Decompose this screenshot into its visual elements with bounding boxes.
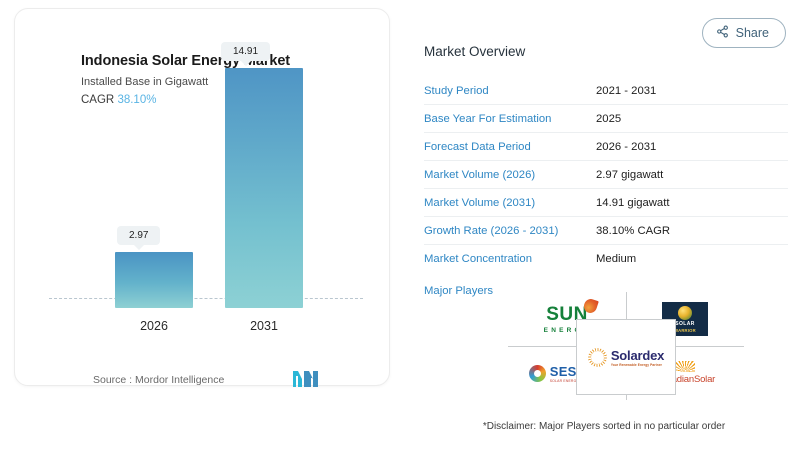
- row-key: Study Period: [424, 85, 489, 97]
- chart-subtitle: Installed Base in Gigawatt: [81, 76, 209, 88]
- share-button[interactable]: Share: [701, 18, 786, 48]
- solardex-word: Solardex: [610, 347, 665, 363]
- row-value: 2026 - 2031: [596, 141, 657, 153]
- table-row: Base Year For Estimation 2025: [424, 104, 788, 133]
- chart-cagr: CAGR 38.10%: [81, 94, 156, 106]
- swirl-icon: [528, 364, 546, 382]
- row-value: Medium: [596, 253, 637, 265]
- bar-2031[interactable]: [225, 68, 303, 308]
- major-players-logo-grid: SUN ENERGY SOLAR WARRIOR SESM SOLAR ENER…: [508, 292, 744, 400]
- row-value: 14.91 gigawatt: [596, 197, 670, 209]
- sun-energy-sub: ENERGY: [543, 327, 591, 334]
- player-logo-canadian-solar[interactable]: CanadianSolar: [626, 346, 744, 400]
- table-row: Market Volume (2031) 14.91 gigawatt: [424, 188, 788, 217]
- mordor-intelligence-logo-icon: [293, 371, 319, 387]
- table-row: Growth Rate (2026 - 2031) 38.10% CAGR: [424, 216, 788, 245]
- table-row: Market Concentration Medium: [424, 244, 788, 273]
- canadian-solar-word: CanadianSolar: [654, 374, 716, 385]
- row-key: Market Volume (2026): [424, 169, 536, 181]
- overview-title: Market Overview: [424, 44, 526, 59]
- solar-warrior-line1: SOLAR: [675, 320, 695, 327]
- sunburst-icon: [675, 361, 695, 372]
- bar-2026[interactable]: [115, 252, 193, 308]
- row-value: 2025: [596, 113, 622, 125]
- bar-chart-plot: 2.97 14.91 2026 2031: [35, 42, 371, 355]
- x-tick-2031: 2031: [250, 319, 278, 333]
- baseline-dashed-line: [49, 298, 363, 299]
- solardex-sub: Your Renewable Energy Partner: [610, 362, 663, 367]
- globe-icon: [678, 305, 692, 320]
- table-row: Study Period 2021 - 2031: [424, 77, 788, 105]
- x-tick-2026: 2026: [140, 319, 168, 333]
- row-key: Market Volume (2031): [424, 197, 536, 209]
- row-key: Market Concentration: [424, 253, 532, 265]
- major-players-label: Major Players: [424, 285, 494, 297]
- table-row: Market Volume (2026) 2.97 gigawatt: [424, 160, 788, 189]
- bar-value-label-2031: 14.91: [221, 42, 271, 66]
- table-row: Forecast Data Period 2026 - 2031: [424, 132, 788, 161]
- cagr-prefix: CAGR: [81, 94, 115, 106]
- market-overview-panel: Market Overview Study Period 2021 - 2031…: [424, 44, 788, 297]
- disclaimer-text: *Disclaimer: Major Players sorted in no …: [482, 421, 726, 432]
- row-key: Forecast Data Period: [424, 141, 531, 153]
- row-value: 2.97 gigawatt: [596, 169, 664, 181]
- bar-value-label-2026: 2.97: [117, 226, 161, 250]
- row-value: 38.10% CAGR: [596, 225, 671, 237]
- sun-rays-icon: [587, 347, 607, 367]
- solar-warrior-line2: WARRIOR: [674, 327, 696, 333]
- row-key: Growth Rate (2026 - 2031): [424, 225, 559, 237]
- chart-card: Indonesia Solar Energy Market Installed …: [14, 8, 390, 387]
- share-icon: [716, 25, 729, 41]
- player-logo-solardex[interactable]: Solardex Your Renewable Energy Partner: [576, 319, 676, 395]
- chart-source: Source : Mordor Intelligence: [93, 374, 225, 386]
- row-value: 2021 - 2031: [596, 85, 657, 97]
- row-key: Base Year For Estimation: [424, 113, 552, 125]
- share-label: Share: [735, 26, 769, 40]
- overview-table: Study Period 2021 - 2031 Base Year For E…: [424, 77, 788, 272]
- cagr-value: 38.10%: [117, 94, 157, 106]
